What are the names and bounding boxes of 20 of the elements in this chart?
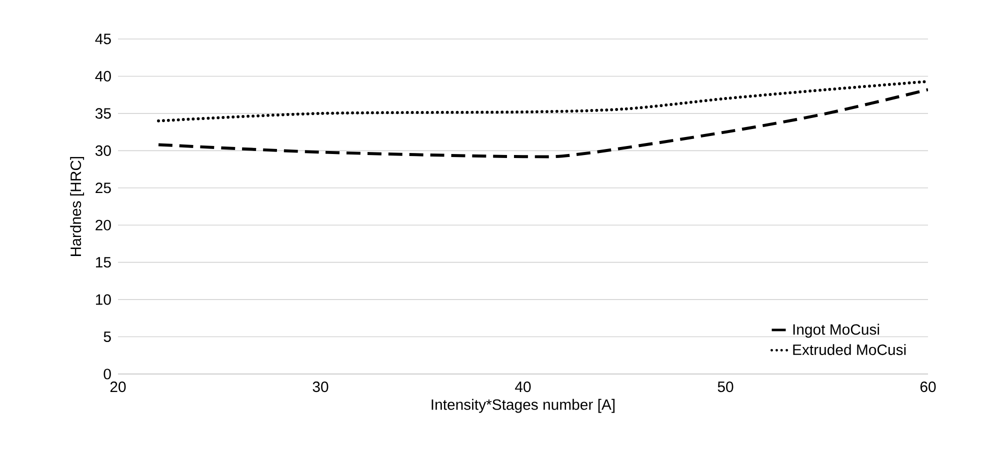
- y-tick-label: 45: [95, 34, 111, 44]
- y-tick-label: 35: [95, 108, 111, 119]
- line-series: [157, 88, 928, 158]
- y-axis-title: Hardnes [HRC]: [70, 156, 84, 256]
- x-tick-label: 40: [515, 382, 531, 392]
- legend-label: Ingot MoCusi: [793, 324, 880, 338]
- y-tick-label: 0: [104, 368, 111, 380]
- x-tick-label: 30: [312, 382, 328, 392]
- line-series: [157, 80, 928, 122]
- y-tick-label: 5: [104, 332, 111, 342]
- y-tick-label: 25: [96, 182, 111, 194]
- x-tick-label: 50: [718, 382, 734, 392]
- x-axis-title: Intensity*Stages number [A]: [432, 398, 615, 413]
- y-tick-label: 30: [95, 145, 111, 156]
- y-tick-label: 10: [96, 294, 111, 305]
- y-tick-label: 40: [95, 70, 111, 82]
- y-tick-label: 20: [96, 220, 111, 230]
- legend-label: Extruded MoCusi: [793, 344, 906, 356]
- y-tick-label: 15: [96, 257, 111, 268]
- x-tick-label: 60: [920, 382, 936, 392]
